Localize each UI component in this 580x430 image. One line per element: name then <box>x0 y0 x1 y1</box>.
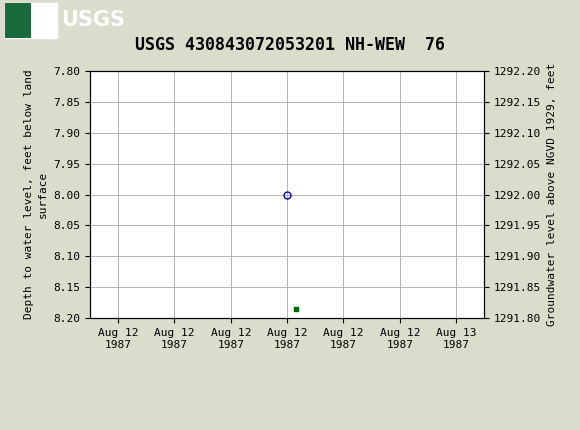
Text: USGS 430843072053201 NH-WEW  76: USGS 430843072053201 NH-WEW 76 <box>135 36 445 54</box>
FancyBboxPatch shape <box>5 3 57 37</box>
Text: USGS: USGS <box>61 10 125 31</box>
FancyBboxPatch shape <box>5 3 31 37</box>
Y-axis label: Depth to water level, feet below land
surface: Depth to water level, feet below land su… <box>24 70 48 319</box>
Y-axis label: Groundwater level above NGVD 1929, feet: Groundwater level above NGVD 1929, feet <box>547 63 557 326</box>
